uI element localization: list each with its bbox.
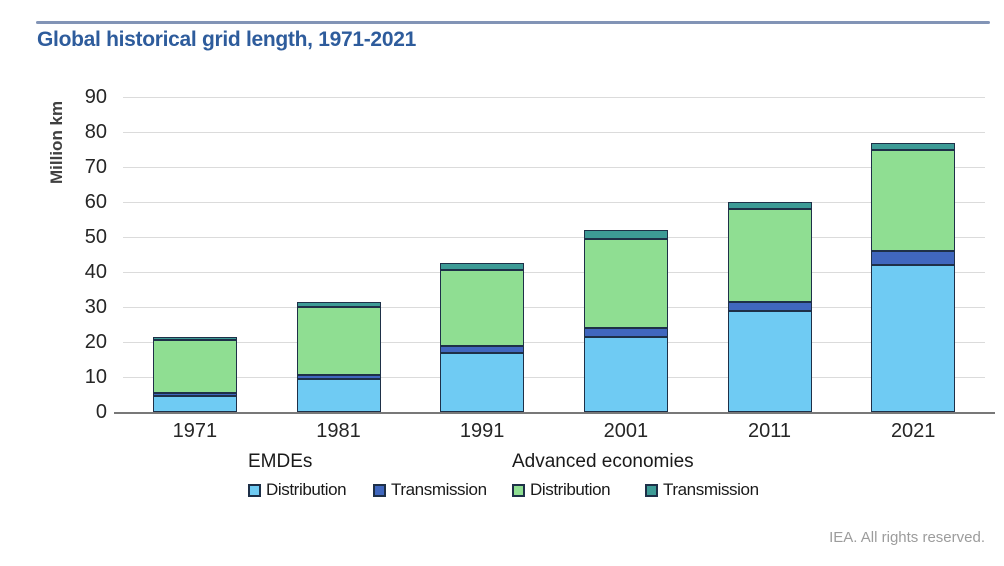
copyright-credit: IEA. All rights reserved.	[829, 529, 985, 546]
chart-title: Global historical grid length, 1971-2021	[37, 28, 416, 51]
bar-segment-2021-advanced-economies-distribution	[871, 149, 956, 251]
bar-slot-1991	[410, 97, 554, 412]
gridline-90	[123, 97, 985, 98]
stacked-bar-2001	[583, 230, 668, 412]
gridline-60	[123, 202, 985, 203]
bar-segment-2011-emdes-transmission	[727, 301, 812, 311]
gridline-30	[123, 307, 985, 308]
legend-entry-emdes-transmission: Transmission	[373, 480, 487, 500]
legend-entry-advanced-economies-transmission: Transmission	[645, 480, 759, 500]
x-tick-label-1971: 1971	[172, 420, 218, 442]
legend-swatch-advanced-economies-transmission	[645, 483, 658, 497]
stacked-bar-2021	[871, 142, 956, 412]
bar-segment-2011-advanced-economies-distribution	[727, 209, 812, 302]
bar-segment-1981-emdes-distribution	[296, 378, 381, 412]
stacked-bar-1991	[440, 263, 525, 412]
bar-segment-1981-advanced-economies-distribution	[296, 307, 381, 376]
gridline-50	[123, 237, 985, 238]
x-tick-label-2001: 2001	[603, 420, 649, 442]
bar-segment-2001-advanced-economies-transmission	[583, 230, 668, 239]
legend-label-emdes-distribution: Distribution	[266, 480, 347, 499]
y-tick-label-0: 0	[95, 401, 107, 423]
legend-entries: Distribution Transmission Distribution Tran…	[248, 480, 868, 506]
legend-entry-emdes-distribution: Distribution	[248, 480, 347, 500]
bar-segment-2001-advanced-economies-distribution	[583, 238, 668, 328]
x-axis-tick-labels: 1971 1981 1991 2001 2011 2021	[123, 420, 985, 443]
bar-slot-2001	[554, 97, 698, 412]
y-tick-label-50: 50	[84, 226, 107, 248]
bar-segment-1991-advanced-economies-transmission	[440, 263, 525, 271]
legend-group-emdes: EMDEs	[248, 451, 313, 472]
bar-slot-1971	[123, 97, 267, 412]
x-tick-label-2011: 2011	[748, 420, 792, 442]
y-tick-label-20: 20	[84, 331, 107, 353]
y-tick-label-80: 80	[84, 121, 107, 143]
stacked-bar-1971	[152, 336, 237, 412]
legend-group-advanced-economies: Advanced economies	[512, 451, 694, 472]
x-tick-label-2021: 2021	[890, 420, 936, 442]
x-tick-label-1991: 1991	[459, 420, 505, 442]
gridline-10	[123, 377, 985, 378]
stacked-bar-1981	[296, 301, 381, 412]
bar-segment-1981-emdes-transmission	[296, 375, 381, 379]
bar-slot-2021	[841, 97, 985, 412]
gridline-80	[123, 132, 985, 133]
legend-label-emdes-transmission: Transmission	[391, 480, 487, 499]
stacked-bar-2011	[727, 202, 812, 412]
bar-segment-1981-advanced-economies-transmission	[296, 301, 381, 307]
bar-segment-2021-emdes-transmission	[871, 251, 956, 265]
legend-swatch-emdes-distribution	[248, 483, 261, 497]
gridline-40	[123, 272, 985, 273]
y-tick-label-30: 30	[84, 296, 107, 318]
bar-segment-2011-advanced-economies-transmission	[727, 202, 812, 209]
top-divider-rule	[36, 21, 990, 24]
bar-segment-2021-advanced-economies-transmission	[871, 142, 956, 150]
legend-label-advanced-economies-transmission: Transmission	[663, 480, 759, 499]
bar-segment-1971-emdes-transmission	[152, 392, 237, 397]
x-tick-label-1981: 1981	[316, 420, 361, 442]
bars-container	[123, 97, 985, 412]
legend-entry-advanced-economies-distribution: Distribution	[512, 480, 611, 500]
y-tick-label-60: 60	[84, 191, 107, 213]
legend: EMDEs Advanced economies Distribution Tra…	[248, 451, 868, 513]
bar-segment-2021-emdes-distribution	[871, 265, 956, 412]
bar-segment-1971-emdes-distribution	[152, 396, 237, 412]
plot-area	[114, 97, 995, 414]
bar-slot-1981	[267, 97, 411, 412]
y-tick-label-90: 90	[84, 86, 107, 108]
bar-segment-1971-advanced-economies-transmission	[152, 336, 237, 341]
gridline-20	[123, 342, 985, 343]
y-tick-label-70: 70	[84, 156, 107, 178]
bar-segment-2001-emdes-transmission	[583, 328, 668, 337]
y-axis-tick-labels: 0 10 20 30 40 50 60 70 80 90	[52, 86, 107, 423]
legend-label-advanced-economies-distribution: Distribution	[530, 480, 611, 499]
legend-swatch-advanced-economies-distribution	[512, 483, 525, 497]
bar-segment-1991-emdes-transmission	[440, 345, 525, 353]
bar-segment-1991-emdes-distribution	[440, 352, 525, 412]
bar-slot-2011	[698, 97, 842, 412]
x-axis-baseline	[114, 412, 995, 414]
bar-segment-1991-advanced-economies-distribution	[440, 270, 525, 346]
gridline-70	[123, 167, 985, 168]
y-tick-label-40: 40	[84, 261, 107, 283]
legend-swatch-emdes-transmission	[373, 483, 386, 497]
y-tick-label-10: 10	[84, 366, 107, 388]
bar-segment-2011-emdes-distribution	[727, 310, 812, 412]
bar-segment-2001-emdes-distribution	[583, 336, 668, 412]
bar-segment-1971-advanced-economies-distribution	[152, 340, 237, 393]
